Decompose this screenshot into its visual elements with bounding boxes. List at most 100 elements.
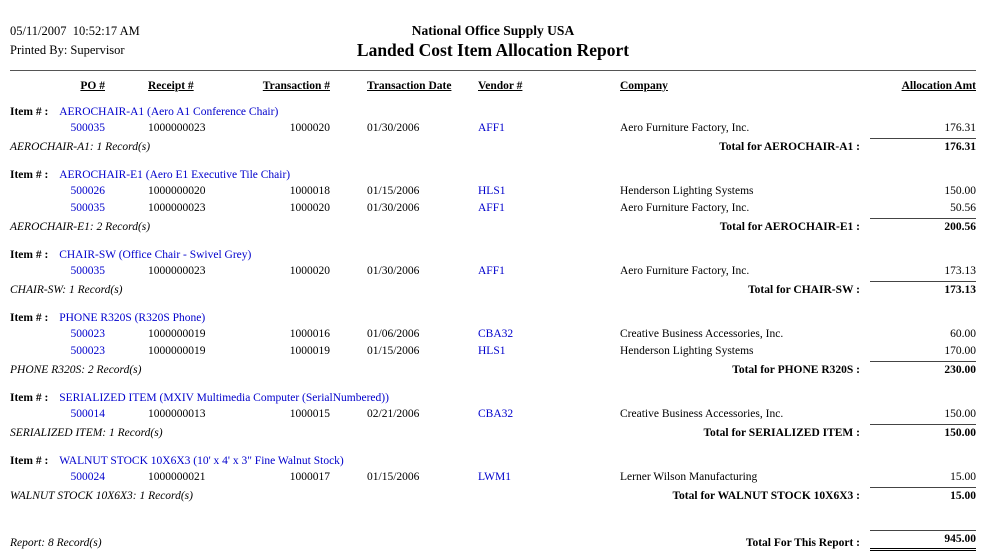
item-header-line: Item # : AEROCHAIR-E1 (Aero E1 Executive… <box>10 167 976 183</box>
vendor-number-link[interactable]: LWM1 <box>478 471 512 483</box>
group-summary-line: CHAIR-SW: 1 Record(s) Total for CHAIR-SW… <box>10 281 976 298</box>
allocation-amount: 60.00 <box>950 328 976 340</box>
column-header-transaction-date: Transaction Date <box>367 80 452 92</box>
group-total-label: Total for AEROCHAIR-E1 : <box>719 221 860 233</box>
report-title: Landed Cost Item Allocation Report <box>356 40 630 60</box>
receipt-number: 1000000020 <box>148 185 206 197</box>
group-rows: 500035 1000000023 1000020 01/30/2006 AFF… <box>10 120 977 137</box>
company-name: Aero Furniture Factory, Inc. <box>620 122 750 134</box>
company-name: Aero Furniture Factory, Inc. <box>620 265 750 277</box>
group-record-count: WALNUT STOCK 10X6X3: 1 Record(s) <box>10 490 193 502</box>
group-total-label: Total for WALNUT STOCK 10X6X3 : <box>672 490 860 502</box>
table-row: 500024 1000000021 1000017 01/15/2006 LWM… <box>10 469 977 486</box>
column-header-company: Company <box>620 80 668 92</box>
vendor-number-link[interactable]: HLS1 <box>478 185 506 197</box>
item-number-label: Item # : <box>10 392 49 404</box>
company-name: Henderson Lighting Systems <box>620 185 754 197</box>
item-name-link[interactable]: SERIALIZED ITEM (MXIV Multimedia Compute… <box>59 392 389 404</box>
group-rows: 500026 1000000020 1000018 01/15/2006 HLS… <box>10 183 977 217</box>
item-name-link[interactable]: WALNUT STOCK 10X6X3 (10' x 4' x 3" Fine … <box>59 455 344 467</box>
group-total-label: Total for PHONE R320S : <box>732 364 860 376</box>
group-total-amount: 176.31 <box>870 138 976 155</box>
po-number-link[interactable]: 500024 <box>70 471 106 483</box>
company-name: Henderson Lighting Systems <box>620 345 754 357</box>
transaction-date: 01/06/2006 <box>367 328 420 340</box>
group-total-amount: 200.56 <box>870 218 976 235</box>
vendor-number-link[interactable]: AFF1 <box>478 202 505 214</box>
printed-by: Printed By: Supervisor <box>10 43 125 57</box>
column-header-receipt: Receipt # <box>148 80 194 92</box>
vendor-number-link[interactable]: CBA32 <box>478 328 514 340</box>
report-total-amount: 945.00 <box>870 530 976 551</box>
column-header-vendor: Vendor # <box>478 80 523 92</box>
item-header-line: Item # : PHONE R320S (R320S Phone) <box>10 310 976 326</box>
po-number-link[interactable]: 500035 <box>70 122 106 134</box>
report-footer: Report: 8 Record(s) Total For This Repor… <box>10 530 976 551</box>
vendor-number-link[interactable]: AFF1 <box>478 122 505 134</box>
header-divider <box>10 70 976 71</box>
group-summary-line: SERIALIZED ITEM: 1 Record(s) Total for S… <box>10 424 976 441</box>
group-summary-line: AEROCHAIR-A1: 1 Record(s) Total for AERO… <box>10 138 976 155</box>
group-total-label: Total for AEROCHAIR-A1 : <box>719 141 860 153</box>
item-header-line: Item # : WALNUT STOCK 10X6X3 (10' x 4' x… <box>10 453 976 469</box>
column-header-transaction: Transaction # <box>262 80 330 92</box>
company-name: Aero Furniture Factory, Inc. <box>620 202 750 214</box>
transaction-number: 1000015 <box>289 408 330 420</box>
header-center-block: National Office Supply USA Landed Cost I… <box>10 22 976 61</box>
receipt-number: 1000000013 <box>148 408 206 420</box>
allocation-amount: 170.00 <box>944 345 976 357</box>
transaction-date: 01/15/2006 <box>367 471 420 483</box>
group-total-amount: 15.00 <box>870 487 976 504</box>
item-group: Item # : WALNUT STOCK 10X6X3 (10' x 4' x… <box>10 453 976 504</box>
po-number-link[interactable]: 500026 <box>70 185 106 197</box>
receipt-number: 1000000019 <box>148 345 206 357</box>
company-title: National Office Supply USA <box>411 23 575 38</box>
group-record-count: AEROCHAIR-A1: 1 Record(s) <box>10 141 151 153</box>
group-total-label: Total for SERIALIZED ITEM : <box>703 427 860 439</box>
table-row: 500035 1000000023 1000020 01/30/2006 AFF… <box>10 263 977 280</box>
company-name: Creative Business Accessories, Inc. <box>620 408 784 420</box>
item-number-label: Item # : <box>10 455 49 467</box>
group-rows: 500023 1000000019 1000016 01/06/2006 CBA… <box>10 326 977 360</box>
report-total-label: Total For This Report : <box>745 537 860 549</box>
group-record-count: SERIALIZED ITEM: 1 Record(s) <box>10 427 163 439</box>
header-left-block: 05/11/2007 10:52:17 AM Printed By: Super… <box>10 22 976 60</box>
company-name: Creative Business Accessories, Inc. <box>620 328 784 340</box>
po-number-link[interactable]: 500035 <box>70 265 106 277</box>
po-number-link[interactable]: 500035 <box>70 202 106 214</box>
group-record-count: PHONE R320S: 2 Record(s) <box>10 364 142 376</box>
groups-container: Item # : AEROCHAIR-A1 (Aero A1 Conferenc… <box>10 104 976 504</box>
item-group: Item # : AEROCHAIR-E1 (Aero E1 Executive… <box>10 167 976 235</box>
item-name-link[interactable]: CHAIR-SW (Office Chair - Swivel Grey) <box>59 249 252 261</box>
vendor-number-link[interactable]: AFF1 <box>478 265 505 277</box>
po-number-link[interactable]: 500014 <box>70 408 106 420</box>
item-number-label: Item # : <box>10 249 49 261</box>
item-group: Item # : CHAIR-SW (Office Chair - Swivel… <box>10 247 976 298</box>
receipt-number: 1000000023 <box>148 202 206 214</box>
transaction-number: 1000017 <box>289 471 330 483</box>
report-header: 05/11/2007 10:52:17 AM Printed By: Super… <box>10 22 976 60</box>
allocation-amount: 15.00 <box>950 471 976 483</box>
group-record-count: AEROCHAIR-E1: 2 Record(s) <box>10 221 151 233</box>
receipt-number: 1000000023 <box>148 122 206 134</box>
vendor-number-link[interactable]: CBA32 <box>478 408 514 420</box>
transaction-number: 1000020 <box>289 122 330 134</box>
group-total-amount: 150.00 <box>870 424 976 441</box>
group-rows: 500024 1000000021 1000017 01/15/2006 LWM… <box>10 469 977 486</box>
vendor-number-link[interactable]: HLS1 <box>478 345 506 357</box>
item-name-link[interactable]: PHONE R320S (R320S Phone) <box>59 312 206 324</box>
item-name-link[interactable]: AEROCHAIR-E1 (Aero E1 Executive Tile Cha… <box>59 169 291 181</box>
po-number-link[interactable]: 500023 <box>70 328 106 340</box>
item-name-link[interactable]: AEROCHAIR-A1 (Aero A1 Conference Chair) <box>59 106 279 118</box>
group-total-amount: 173.13 <box>870 281 976 298</box>
receipt-number: 1000000023 <box>148 265 206 277</box>
group-total-amount: 230.00 <box>870 361 976 378</box>
receipt-number: 1000000021 <box>148 471 206 483</box>
item-group: Item # : SERIALIZED ITEM (MXIV Multimedi… <box>10 390 976 441</box>
item-header-line: Item # : AEROCHAIR-A1 (Aero A1 Conferenc… <box>10 104 976 120</box>
po-number-link[interactable]: 500023 <box>70 345 106 357</box>
print-datetime: 05/11/2007 10:52:17 AM <box>10 24 140 38</box>
group-summary-line: WALNUT STOCK 10X6X3: 1 Record(s) Total f… <box>10 487 976 504</box>
table-row: 500023 1000000019 1000016 01/06/2006 CBA… <box>10 326 977 343</box>
item-header-line: Item # : CHAIR-SW (Office Chair - Swivel… <box>10 247 976 263</box>
